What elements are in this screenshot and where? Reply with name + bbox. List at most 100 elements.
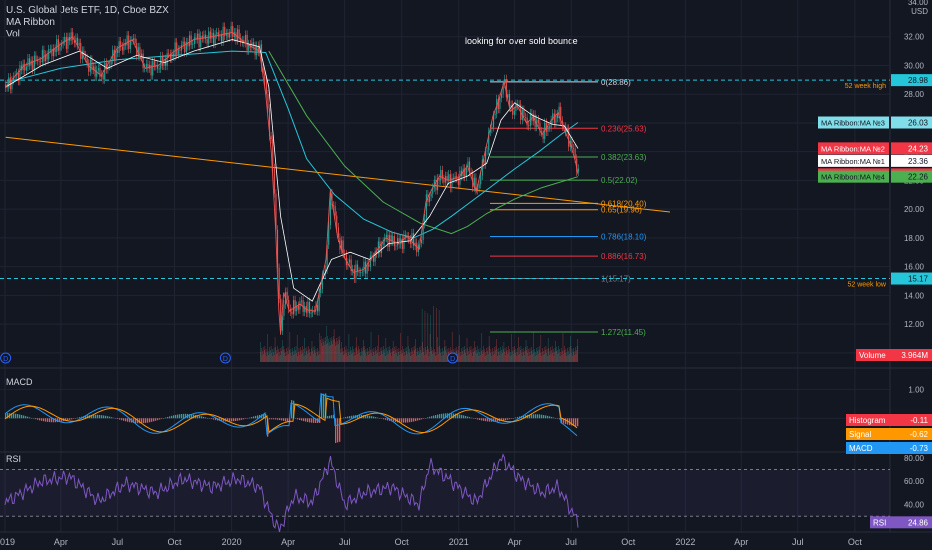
volume-bar [458, 353, 460, 362]
macd-histogram-bar [383, 418, 385, 420]
macd-histogram-bar [143, 418, 145, 424]
candle-body [97, 68, 99, 71]
macd-histogram-bar [565, 418, 567, 425]
macd-histogram-bar [443, 413, 445, 419]
macd-histogram-bar [445, 413, 447, 419]
volume-bar [528, 349, 529, 362]
volume-bar [271, 353, 272, 362]
volume-bar [478, 356, 480, 362]
macd-histogram-bar [71, 418, 73, 420]
ma-badge-label: MA Ribbon:MA №4 [821, 173, 885, 182]
volume-bar [474, 351, 476, 362]
volume-bar [539, 353, 541, 362]
volume-bar [510, 334, 512, 362]
candle-body [206, 39, 208, 44]
volume-bar [570, 336, 571, 362]
week52-high-label: 52 week high [845, 83, 886, 90]
y-tick-label: 18.00 [904, 234, 925, 243]
volume-bar [317, 355, 319, 362]
volume-bar [542, 348, 543, 362]
volume-bar [380, 355, 381, 362]
volume-bar [337, 337, 339, 362]
volume-bar [378, 335, 379, 362]
volume-bar [509, 356, 511, 362]
volume-bar [421, 309, 423, 362]
macd-histogram-bar [197, 415, 199, 419]
volume-bar [466, 338, 468, 362]
candle-body [29, 58, 31, 66]
macd-histogram-bar [193, 414, 195, 419]
macd-histogram-bar [523, 415, 525, 419]
volume-bar [416, 356, 417, 362]
candle-body [441, 170, 443, 180]
candle-body [43, 49, 45, 62]
candle-body [467, 161, 469, 169]
volume-bar [543, 347, 545, 362]
volume-bar [304, 348, 306, 362]
price-badge [891, 272, 932, 285]
ma-badge [818, 154, 889, 167]
volume-bar [277, 346, 278, 362]
macd-histogram-bar [513, 418, 515, 419]
candle-body [414, 242, 416, 246]
volume-bar [546, 353, 547, 362]
candle-body [246, 34, 248, 51]
candle-body [483, 159, 485, 165]
candle-body [141, 53, 143, 57]
fib-level-label: 0.618(20.40) [601, 199, 647, 208]
volume-bar [372, 356, 374, 362]
candle-body [128, 35, 130, 49]
macd-histogram-bar [213, 418, 215, 420]
volume-bar [265, 349, 267, 362]
volume-bar [367, 355, 369, 362]
volume-bar [437, 347, 439, 362]
macd-histogram-bar [287, 418, 289, 422]
volume-bar [370, 350, 371, 362]
volume-bar [406, 347, 408, 362]
macd-histogram-bar [85, 415, 87, 419]
volume-bar [460, 352, 462, 362]
ma-badge [818, 142, 889, 155]
volume-bar [427, 313, 429, 362]
volume-bar [308, 353, 310, 362]
x-tick-label: Apr [281, 537, 295, 547]
x-tick-label: 2021 [449, 537, 469, 547]
volume-bar [312, 351, 313, 362]
candle-body [366, 264, 368, 274]
candle-body [438, 178, 440, 181]
candle-body [320, 289, 322, 294]
candle-body [193, 37, 195, 44]
candle-body [65, 37, 67, 49]
volume-bar [386, 355, 388, 362]
macd-histogram-bar [553, 417, 555, 419]
volume-bar [550, 354, 552, 362]
volume-bar [562, 333, 564, 362]
legend-ma-ribbon[interactable]: MA Ribbon [6, 17, 55, 28]
volume-bar [445, 346, 447, 362]
macd-histogram-bar [105, 415, 107, 419]
volume-bar [574, 351, 576, 362]
candle-body [573, 148, 575, 150]
candle-body [48, 49, 50, 60]
volume-bar [344, 354, 346, 362]
volume-bar [336, 338, 337, 362]
volume-bar [412, 351, 413, 362]
volume-bar [350, 347, 351, 362]
volume-bar [399, 355, 400, 362]
volume-bar [301, 350, 303, 362]
volume-bar [545, 346, 547, 362]
volume-bar [497, 356, 498, 362]
rsi-badge-value: 24.86 [908, 518, 929, 527]
candle-body [296, 305, 298, 312]
candle-body [288, 299, 290, 309]
volume-bar [307, 350, 309, 362]
candle-body [531, 113, 533, 122]
volume-bar [280, 355, 282, 362]
legend-vol[interactable]: Vol [6, 29, 20, 40]
macd-histogram-bar [529, 414, 531, 419]
volume-bar [476, 346, 478, 362]
candle-body [205, 34, 207, 40]
volume-bar [386, 348, 387, 362]
candle-body [83, 50, 85, 56]
